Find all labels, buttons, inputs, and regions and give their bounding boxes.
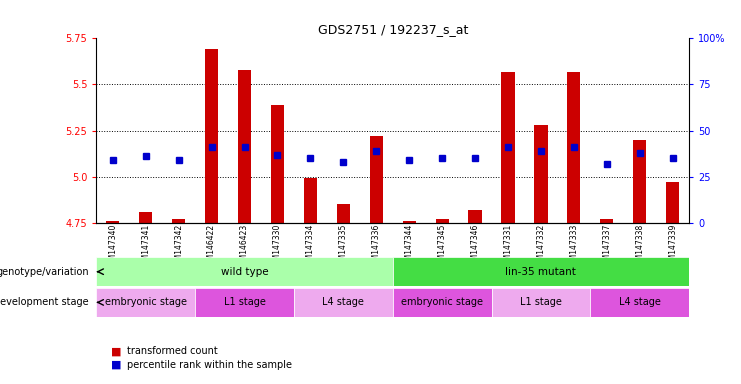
Bar	[238, 70, 251, 223]
Bar	[491, 288, 591, 317]
Bar	[600, 219, 614, 223]
Bar	[591, 288, 689, 317]
Bar	[436, 219, 449, 223]
Bar	[633, 140, 646, 223]
Text: transformed count: transformed count	[127, 346, 218, 356]
Bar	[195, 288, 294, 317]
Bar	[502, 71, 514, 223]
Bar	[534, 125, 548, 223]
Text: L1 stage: L1 stage	[224, 297, 265, 308]
Text: ■: ■	[111, 360, 122, 370]
Bar	[393, 288, 491, 317]
Text: ■: ■	[111, 346, 122, 356]
Bar	[205, 50, 218, 223]
Bar	[96, 288, 195, 317]
Text: percentile rank within the sample: percentile rank within the sample	[127, 360, 293, 370]
Bar	[304, 179, 317, 223]
Bar	[370, 136, 383, 223]
Bar	[139, 212, 153, 223]
Bar	[468, 210, 482, 223]
Bar	[271, 105, 284, 223]
Text: L1 stage: L1 stage	[520, 297, 562, 308]
Text: wild type: wild type	[221, 266, 268, 277]
Text: L4 stage: L4 stage	[322, 297, 365, 308]
Bar	[336, 204, 350, 223]
Bar	[666, 182, 679, 223]
Text: genotype/variation: genotype/variation	[0, 266, 89, 277]
Bar	[294, 288, 393, 317]
Text: L4 stage: L4 stage	[619, 297, 661, 308]
Bar	[96, 257, 393, 286]
Bar	[402, 221, 416, 223]
Text: embryonic stage: embryonic stage	[401, 297, 483, 308]
Bar	[106, 221, 119, 223]
Title: GDS2751 / 192237_s_at: GDS2751 / 192237_s_at	[318, 23, 468, 36]
Text: lin-35 mutant: lin-35 mutant	[505, 266, 576, 277]
Text: development stage: development stage	[0, 297, 89, 308]
Bar	[172, 219, 185, 223]
Text: embryonic stage: embryonic stage	[104, 297, 187, 308]
Bar	[568, 71, 580, 223]
Bar	[393, 257, 689, 286]
